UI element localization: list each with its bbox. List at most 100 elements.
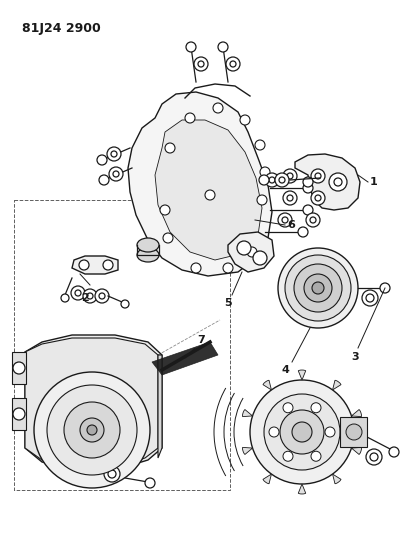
Circle shape — [87, 293, 93, 299]
Circle shape — [163, 233, 173, 243]
Circle shape — [311, 451, 321, 461]
Circle shape — [292, 422, 312, 442]
Circle shape — [104, 466, 120, 482]
Circle shape — [99, 293, 105, 299]
Circle shape — [283, 169, 297, 183]
Circle shape — [79, 260, 89, 270]
Polygon shape — [340, 417, 367, 447]
Circle shape — [230, 61, 236, 67]
Circle shape — [311, 191, 325, 205]
Circle shape — [111, 151, 117, 157]
Circle shape — [191, 263, 201, 273]
Circle shape — [287, 173, 293, 179]
Wedge shape — [298, 370, 306, 380]
Text: 81J24 2900: 81J24 2900 — [22, 22, 101, 35]
Circle shape — [325, 427, 335, 437]
Polygon shape — [12, 398, 26, 430]
Ellipse shape — [137, 248, 159, 262]
Circle shape — [205, 190, 215, 200]
Circle shape — [304, 274, 332, 302]
Polygon shape — [128, 92, 272, 276]
Circle shape — [346, 424, 362, 440]
Circle shape — [257, 195, 267, 205]
Wedge shape — [242, 447, 252, 455]
Polygon shape — [158, 355, 162, 458]
Circle shape — [260, 167, 270, 177]
Circle shape — [279, 177, 285, 183]
Circle shape — [80, 418, 104, 442]
Circle shape — [275, 173, 289, 187]
Circle shape — [283, 191, 297, 205]
Circle shape — [99, 175, 109, 185]
Circle shape — [47, 385, 137, 475]
Text: 6: 6 — [287, 220, 295, 230]
Circle shape — [283, 403, 293, 413]
Circle shape — [13, 362, 25, 374]
Circle shape — [389, 447, 399, 457]
Circle shape — [269, 177, 275, 183]
Wedge shape — [263, 380, 272, 390]
Text: 7: 7 — [197, 335, 205, 345]
Wedge shape — [298, 484, 306, 494]
Polygon shape — [25, 338, 158, 468]
Text: 5: 5 — [224, 298, 232, 308]
Circle shape — [226, 57, 240, 71]
Circle shape — [366, 449, 382, 465]
Circle shape — [303, 183, 313, 193]
Circle shape — [75, 290, 81, 296]
Text: 4: 4 — [281, 365, 289, 375]
Circle shape — [247, 247, 257, 257]
Circle shape — [71, 286, 85, 300]
Circle shape — [280, 410, 324, 454]
Circle shape — [237, 241, 251, 255]
Circle shape — [370, 453, 378, 461]
Circle shape — [61, 294, 69, 302]
Circle shape — [283, 451, 293, 461]
Circle shape — [113, 171, 119, 177]
Circle shape — [34, 372, 150, 488]
Circle shape — [109, 167, 123, 181]
Circle shape — [250, 380, 354, 484]
Circle shape — [303, 177, 313, 187]
Circle shape — [311, 169, 325, 183]
Circle shape — [145, 478, 155, 488]
Circle shape — [282, 217, 288, 223]
Circle shape — [334, 178, 342, 186]
Circle shape — [298, 227, 308, 237]
Text: 3: 3 — [351, 352, 359, 362]
Circle shape — [198, 61, 204, 67]
Polygon shape — [152, 342, 218, 375]
Circle shape — [278, 248, 358, 328]
Circle shape — [165, 143, 175, 153]
Wedge shape — [352, 447, 362, 455]
Circle shape — [315, 173, 321, 179]
Circle shape — [285, 255, 351, 321]
Circle shape — [362, 290, 378, 306]
Circle shape — [87, 425, 97, 435]
Wedge shape — [263, 474, 272, 484]
Circle shape — [278, 213, 292, 227]
Circle shape — [218, 42, 228, 52]
Circle shape — [380, 283, 390, 293]
Circle shape — [213, 103, 223, 113]
Circle shape — [294, 264, 342, 312]
Polygon shape — [25, 335, 162, 470]
Circle shape — [194, 57, 208, 71]
Circle shape — [121, 300, 129, 308]
Circle shape — [95, 289, 109, 303]
Circle shape — [265, 173, 279, 187]
Wedge shape — [332, 380, 341, 390]
Circle shape — [103, 260, 113, 270]
Circle shape — [303, 205, 313, 215]
Circle shape — [97, 155, 107, 165]
Circle shape — [255, 140, 265, 150]
Circle shape — [13, 408, 25, 420]
Circle shape — [329, 173, 347, 191]
Circle shape — [315, 195, 321, 201]
Circle shape — [64, 402, 120, 458]
Circle shape — [160, 205, 170, 215]
Circle shape — [269, 427, 279, 437]
Circle shape — [223, 263, 233, 273]
Circle shape — [366, 294, 374, 302]
Circle shape — [240, 115, 250, 125]
